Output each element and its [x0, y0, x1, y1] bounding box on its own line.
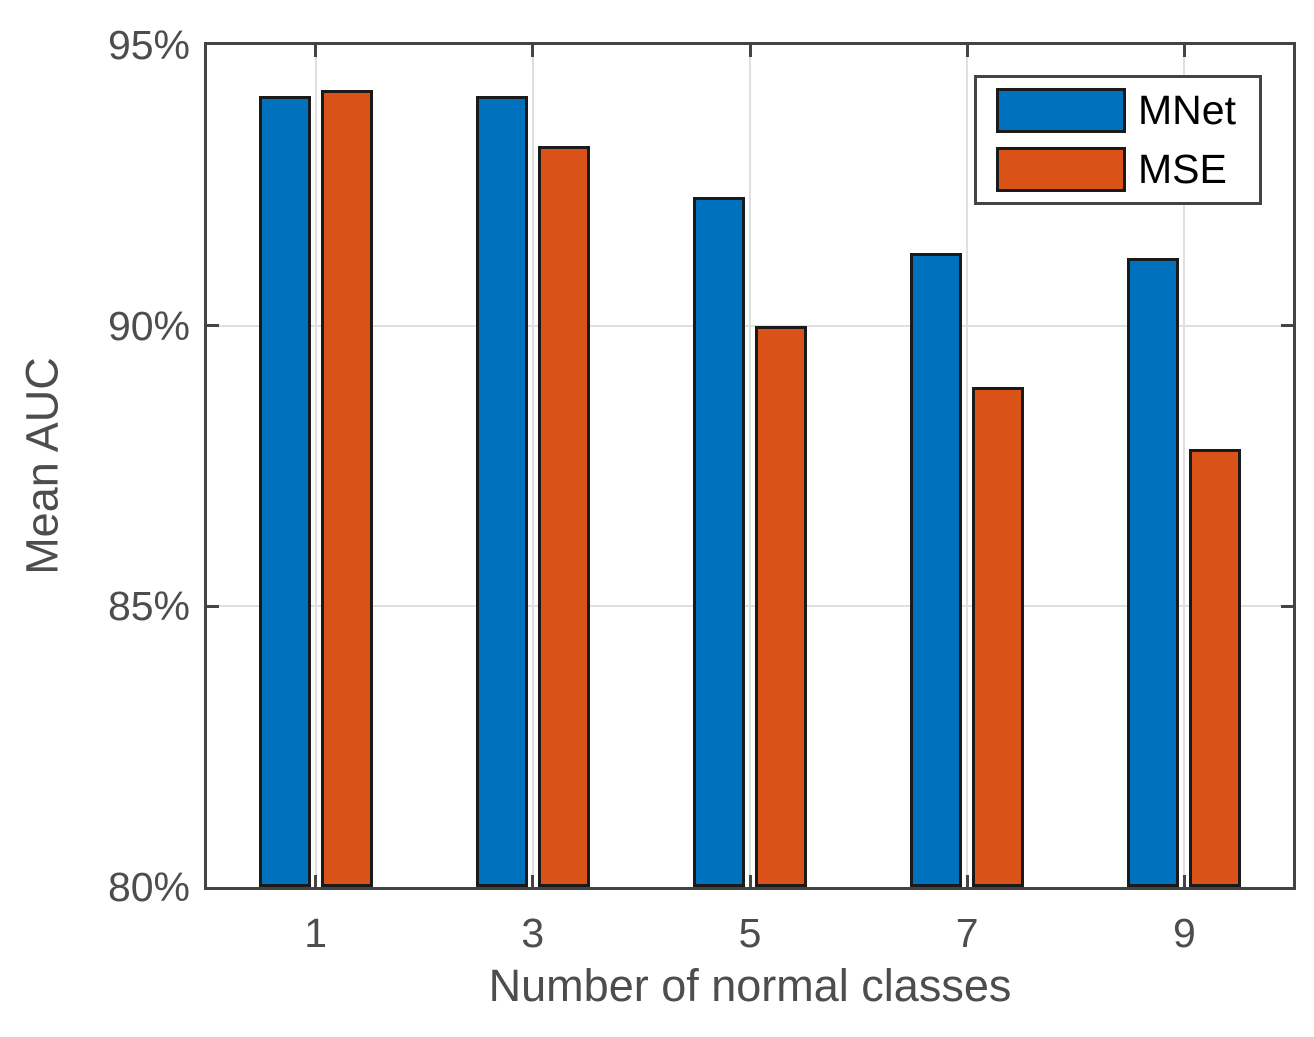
- bar-mnet-1: [258, 95, 311, 887]
- legend-swatch-mse: [996, 147, 1126, 192]
- bar-mse-1: [320, 89, 373, 887]
- y-axis-label: Mean AUC: [16, 357, 68, 575]
- x-tick-label: 3: [521, 910, 545, 956]
- y-tick-label: 90%: [107, 302, 190, 349]
- legend-item-mse: MSE: [996, 146, 1259, 193]
- x-tick-bottom: [1182, 875, 1186, 887]
- x-tick-top: [965, 45, 969, 57]
- y-tick-right: [1281, 324, 1293, 328]
- x-tick-bottom: [965, 875, 969, 887]
- x-gridline: [1183, 45, 1186, 887]
- bar-mnet-9: [1127, 258, 1180, 887]
- x-tick-label: 5: [738, 910, 762, 956]
- bar-mse-7: [972, 387, 1025, 887]
- bar-mse-3: [537, 146, 590, 887]
- bar-mse-5: [755, 325, 807, 887]
- x-tick-bottom: [748, 875, 752, 887]
- y-tick-left: [207, 324, 219, 328]
- legend-label-mnet: MNet: [1138, 87, 1236, 133]
- x-tick-label: 9: [1172, 910, 1196, 956]
- y-tick-label: 85%: [107, 583, 190, 630]
- legend: MNet MSE: [974, 75, 1262, 205]
- bar-mnet-7: [910, 252, 963, 887]
- x-tick-bottom: [531, 875, 535, 887]
- y-tick-left: [207, 604, 219, 608]
- x-gridline: [966, 45, 969, 887]
- x-tick-top: [1182, 45, 1186, 57]
- bar-mnet-5: [693, 196, 745, 887]
- y-tick-right: [1281, 604, 1293, 608]
- x-axis-label: Number of normal classes: [488, 960, 1012, 1011]
- x-tick-top: [314, 45, 318, 57]
- x-gridline: [531, 45, 534, 887]
- y-gridline: [207, 605, 1293, 608]
- x-tick-label: 1: [304, 910, 327, 956]
- x-gridline: [749, 45, 751, 887]
- bar-mnet-3: [475, 95, 528, 887]
- x-tick-label: 7: [955, 910, 979, 956]
- legend-swatch-mnet: [996, 88, 1126, 133]
- y-tick-label: 80%: [107, 864, 190, 910]
- x-tick-bottom: [314, 875, 318, 887]
- y-tick-label: 95%: [107, 22, 190, 68]
- bar-mse-9: [1189, 449, 1242, 887]
- legend-label-mse: MSE: [1138, 146, 1227, 192]
- legend-item-mnet: MNet: [996, 87, 1259, 134]
- y-gridline: [207, 324, 1293, 327]
- x-tick-top: [531, 45, 535, 57]
- x-gridline: [314, 45, 317, 887]
- x-tick-top: [748, 45, 752, 57]
